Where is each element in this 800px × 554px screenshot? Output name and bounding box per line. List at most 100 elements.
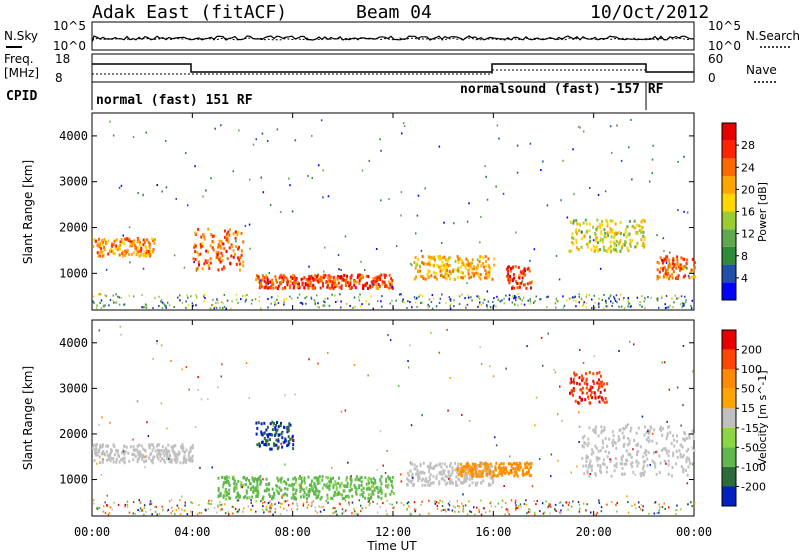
data-cell xyxy=(494,465,497,469)
scatter-cell xyxy=(215,302,217,304)
data-cell xyxy=(626,246,629,250)
scatter-cell xyxy=(285,297,287,300)
data-cell xyxy=(641,226,644,230)
data-cell xyxy=(498,463,501,467)
data-cell xyxy=(286,426,289,430)
data-cell xyxy=(197,253,200,257)
sparse-cell xyxy=(604,190,607,193)
scatter-cell xyxy=(348,501,350,504)
cpid-program-2: normalsound (fast) -157 RF xyxy=(460,82,664,97)
scatter-cell xyxy=(353,507,355,510)
data-cell xyxy=(680,256,683,260)
data-cell xyxy=(682,453,685,457)
sparse-cell xyxy=(647,430,649,433)
data-cell xyxy=(466,465,469,469)
data-cell xyxy=(278,276,281,280)
freq-label: Freq. xyxy=(4,52,34,66)
sparse-cell xyxy=(379,138,381,141)
data-cell xyxy=(105,444,108,448)
data-cell xyxy=(681,265,684,269)
data-cell xyxy=(380,475,383,479)
sparse-cell xyxy=(185,152,187,155)
data-cell xyxy=(340,276,343,280)
sparse-cell xyxy=(388,198,390,200)
data-cell xyxy=(590,390,593,394)
scatter-cell xyxy=(313,299,316,302)
scatter-cell xyxy=(322,505,324,508)
data-cell xyxy=(595,245,598,249)
nave-label: Nave xyxy=(746,63,777,77)
nsky-label: N.Sky xyxy=(4,29,38,43)
scatter-cell xyxy=(198,511,201,514)
data-cell xyxy=(236,233,239,237)
data-cell xyxy=(460,471,463,475)
scatter-cell xyxy=(641,509,644,512)
data-cell xyxy=(439,274,442,277)
scatter-cell xyxy=(456,500,458,503)
data-cell xyxy=(134,245,137,249)
data-cell xyxy=(210,233,213,237)
scatter-cell xyxy=(496,295,498,298)
data-cell xyxy=(232,249,235,253)
scatter-cell xyxy=(132,501,135,504)
data-cell xyxy=(263,443,266,447)
data-cell xyxy=(585,460,588,463)
data-cell xyxy=(96,251,99,255)
sparse-cell xyxy=(570,471,572,474)
data-cell xyxy=(95,451,98,455)
data-cell xyxy=(494,468,497,472)
scatter-cell xyxy=(679,303,682,306)
data-cell xyxy=(417,269,420,273)
data-cell xyxy=(605,218,608,222)
data-cell xyxy=(683,258,686,261)
scatter-cell xyxy=(449,299,452,302)
data-cell xyxy=(152,446,155,449)
data-cell xyxy=(133,240,135,244)
data-cell xyxy=(137,452,140,456)
data-cell xyxy=(668,259,671,263)
data-cell xyxy=(506,274,509,278)
sparse-cell xyxy=(438,145,441,148)
scatter-cell xyxy=(515,508,517,511)
data-cell xyxy=(685,449,688,453)
sparse-cell xyxy=(137,192,139,194)
y-tick-label: 2000 xyxy=(59,221,88,235)
data-cell xyxy=(122,456,125,460)
data-cell xyxy=(635,244,638,248)
sparse-cell xyxy=(338,268,340,271)
scatter-cell xyxy=(534,513,536,516)
scatter-cell xyxy=(501,500,504,503)
data-cell xyxy=(98,455,101,459)
data-cell xyxy=(266,433,269,437)
scatter-cell xyxy=(407,501,410,504)
data-cell xyxy=(242,240,245,244)
sparse-cell xyxy=(412,476,414,479)
sparse-cell xyxy=(289,184,291,187)
data-cell xyxy=(678,449,681,453)
sparse-cell xyxy=(410,262,412,265)
data-cell xyxy=(618,242,621,246)
scatter-cell xyxy=(161,505,163,508)
data-cell xyxy=(306,497,308,501)
data-cell xyxy=(642,467,644,471)
data-cell xyxy=(255,478,258,481)
sparse-cell xyxy=(311,481,313,484)
scatter-cell xyxy=(173,306,175,308)
data-cell xyxy=(335,283,338,287)
data-cell xyxy=(110,449,113,453)
data-cell xyxy=(372,492,375,496)
data-cell xyxy=(326,482,329,486)
sparse-cell xyxy=(466,282,468,285)
data-cell xyxy=(476,466,478,470)
sparse-cell xyxy=(380,199,382,202)
sparse-cell xyxy=(284,463,286,466)
scatter-cell xyxy=(415,508,417,511)
scatter-cell xyxy=(389,503,391,505)
data-cell xyxy=(284,286,286,289)
data-cell xyxy=(463,468,466,472)
data-cell xyxy=(623,427,626,431)
sparse-cell xyxy=(279,211,282,214)
data-cell xyxy=(449,475,451,479)
data-cell xyxy=(124,253,127,257)
